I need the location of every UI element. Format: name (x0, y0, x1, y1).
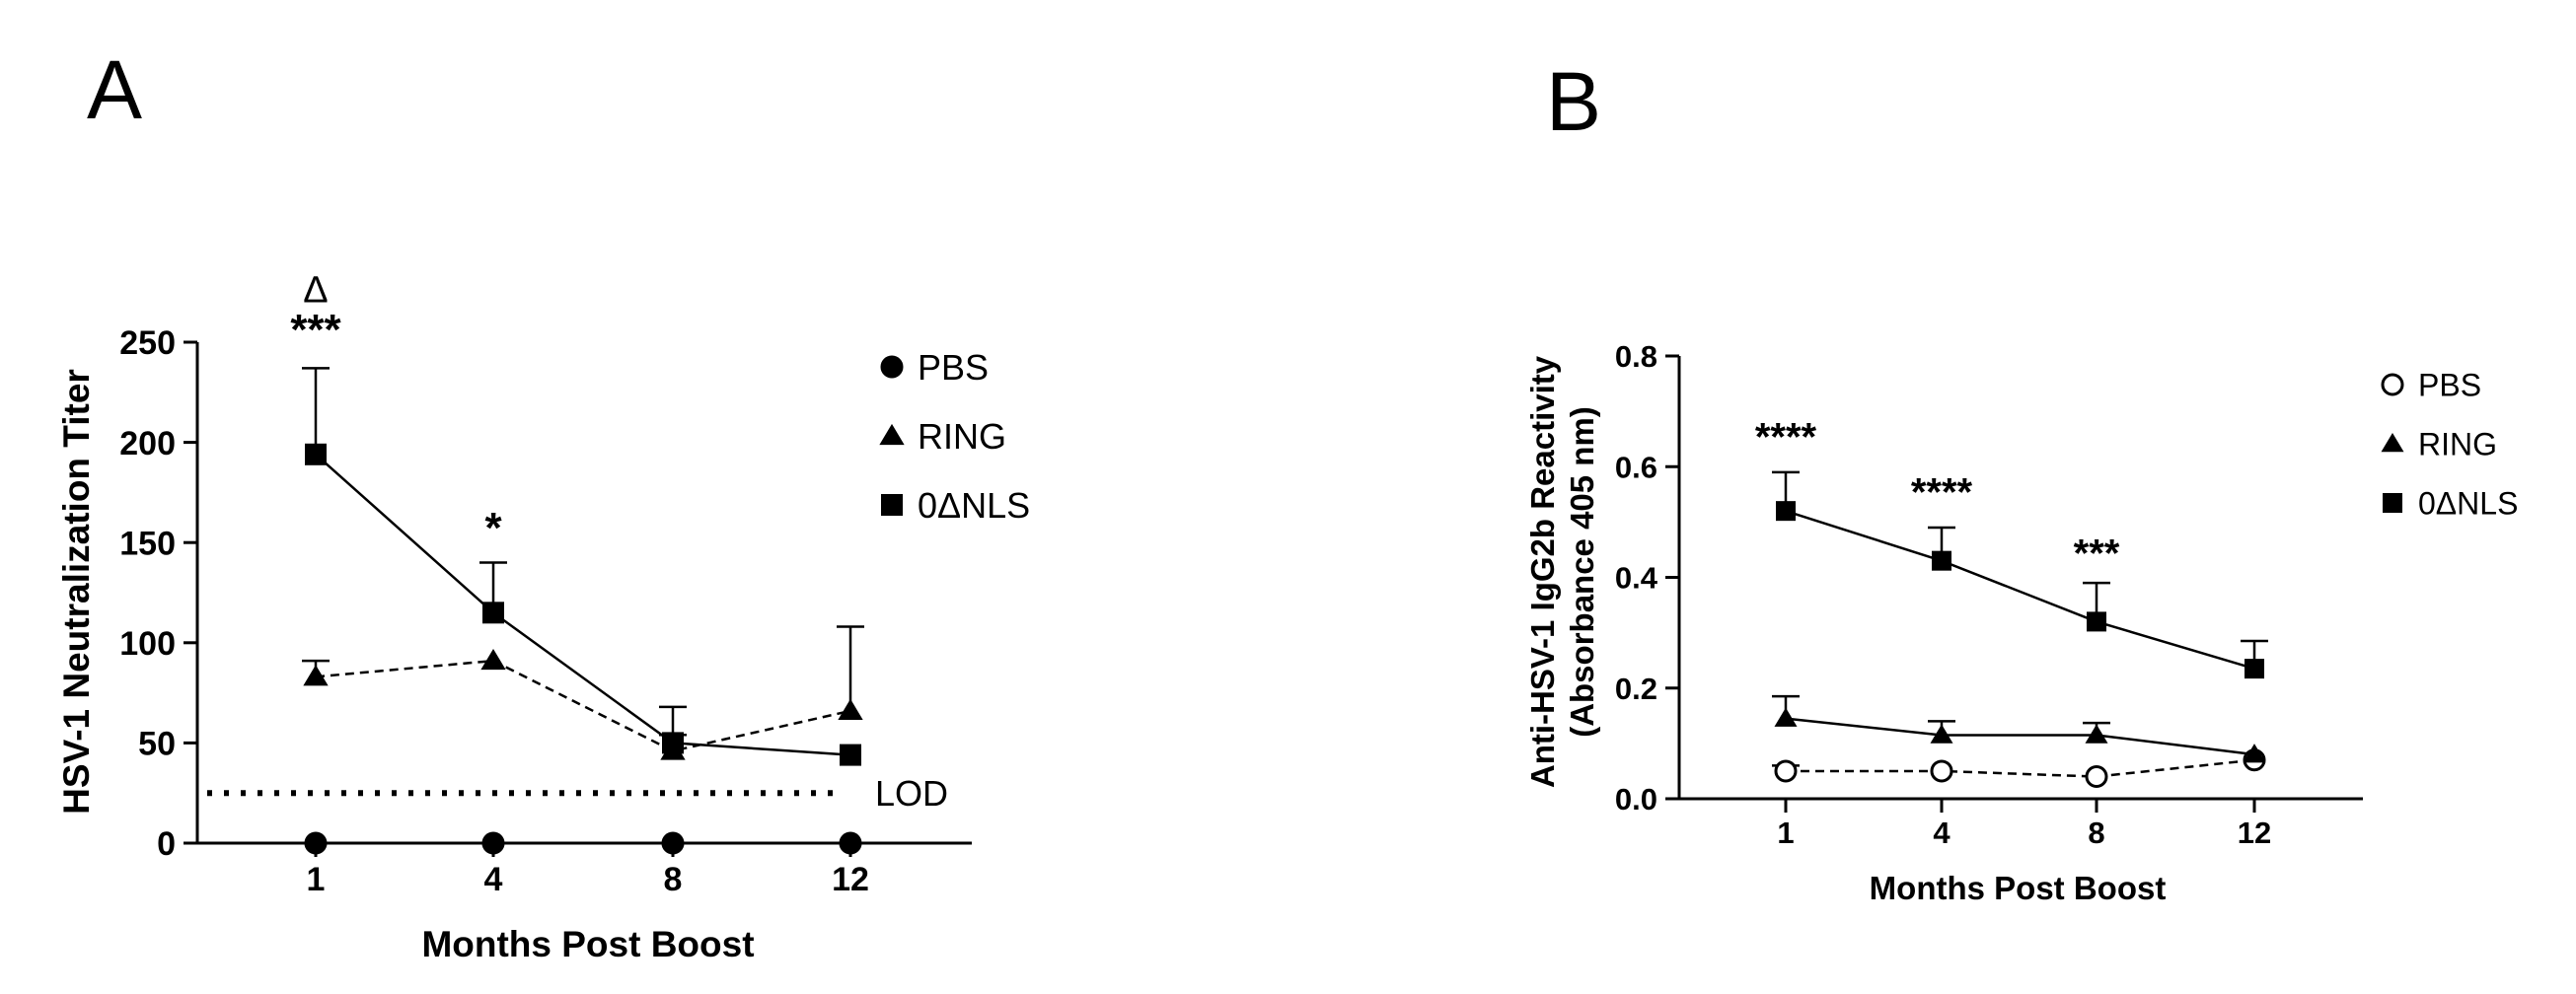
chart-panel-a: A Months Post Boost HSV-1 Neutralization… (56, 43, 1030, 964)
data-point (661, 831, 685, 855)
y-tick-label: 0.2 (1615, 672, 1657, 706)
legend-label: RING (918, 416, 1006, 457)
data-point (2085, 765, 2108, 789)
data-point (662, 732, 684, 754)
data-point (838, 698, 863, 720)
data-point (839, 831, 862, 855)
legend-marker (881, 494, 903, 516)
x-tick-label: 12 (832, 861, 869, 898)
x-axis-title: Months Post Boost (421, 924, 754, 964)
x-tick-label: 4 (484, 861, 503, 898)
chart-a-svg: A Months Post Boost HSV-1 Neutralization… (56, 43, 1030, 964)
panel-label: A (87, 43, 142, 136)
legend-marker (879, 423, 905, 446)
series-0-nls (302, 367, 861, 766)
x-tick-label: 1 (1777, 816, 1794, 850)
y-tick-label: 0 (157, 825, 176, 863)
y-axis-title-line-2: (Absorbance 405 nm) (1564, 406, 1600, 738)
data-point (840, 744, 861, 766)
data-point (303, 665, 329, 686)
series-line (1786, 758, 2255, 778)
series-pbs (304, 831, 862, 855)
chart-b-plot-area: 0.00.20.40.60.81 4 8 12PBSRING0ΔNLS********… (1615, 339, 2519, 850)
series-ring (1772, 694, 2266, 763)
series-0-nls (1772, 470, 2268, 679)
significance-stars: **** (1911, 471, 1973, 515)
data-point (480, 648, 506, 671)
legend-label: PBS (2418, 368, 2481, 403)
series-line (1785, 717, 2255, 756)
data-point (1930, 759, 1953, 783)
significance-stars: *** (2074, 532, 2120, 575)
significance-stars: **** (1755, 415, 1817, 459)
x-tick-label: 4 (1933, 816, 1950, 850)
chart-b-svg: B Months Post Boost Anti-HSV-1 IgG2b Rea… (1524, 55, 2519, 906)
series-line (315, 453, 851, 756)
legend-marker (880, 355, 904, 379)
series-line (315, 659, 851, 752)
legend-marker (2381, 373, 2404, 396)
x-tick-label: 1 (307, 861, 326, 898)
series-ring (302, 625, 864, 760)
data-point (2087, 611, 2106, 632)
data-point (481, 831, 505, 855)
data-point (2085, 724, 2108, 744)
legend-label: PBS (918, 347, 989, 388)
data-point (1774, 707, 1798, 727)
series-pbs (1772, 748, 2266, 789)
y-tick-label: 0.4 (1615, 561, 1658, 596)
data-point (1774, 759, 1798, 783)
significance-delta: Δ (303, 269, 328, 311)
x-axis-title: Months Post Boost (1870, 870, 2167, 906)
data-point (304, 831, 328, 855)
y-tick-label: 50 (138, 726, 176, 763)
data-point (1776, 501, 1796, 522)
data-point (1930, 724, 1953, 744)
x-tick-label: 8 (2088, 816, 2104, 850)
legend-marker (2383, 493, 2402, 513)
data-point (482, 602, 504, 624)
x-tick-label: 8 (664, 861, 683, 898)
y-tick-label: 0.8 (1615, 339, 1657, 374)
data-point (2245, 659, 2264, 679)
y-tick-label: 100 (119, 625, 176, 663)
x-tick-label: 12 (2238, 816, 2271, 850)
y-tick-label: 0.0 (1615, 782, 1657, 816)
chart-a-plot-area: 0 50 100 150 200 250 1 4 8 12 LOD PBS RING 0ΔNLS ***Δ * (119, 269, 1030, 898)
legend-label: RING (2418, 427, 2497, 462)
data-point (2243, 744, 2266, 763)
y-axis-title: HSV-1 Neutralization Titer (56, 369, 97, 815)
y-tick-label: 250 (119, 324, 176, 362)
legend-label: 0ΔNLS (918, 485, 1030, 526)
y-tick-label: 200 (119, 425, 176, 462)
y-axis-title-line-1: Anti-HSV-1 IgG2b Reactivity (1524, 355, 1561, 788)
significance-stars: * (484, 504, 502, 552)
series-line (1785, 509, 2255, 671)
significance-stars: *** (290, 306, 341, 354)
legend-label: 0ΔNLS (2418, 486, 2518, 522)
panel-label: B (1546, 55, 1601, 148)
y-tick-label: 150 (119, 525, 176, 562)
data-point (1932, 550, 1951, 571)
legend-marker (2381, 433, 2404, 453)
reference-line-label: LOD (875, 773, 948, 814)
data-point (305, 443, 327, 465)
y-tick-label: 0.6 (1615, 450, 1657, 484)
chart-panel-b: B Months Post Boost Anti-HSV-1 IgG2b Rea… (1288, 0, 2576, 994)
